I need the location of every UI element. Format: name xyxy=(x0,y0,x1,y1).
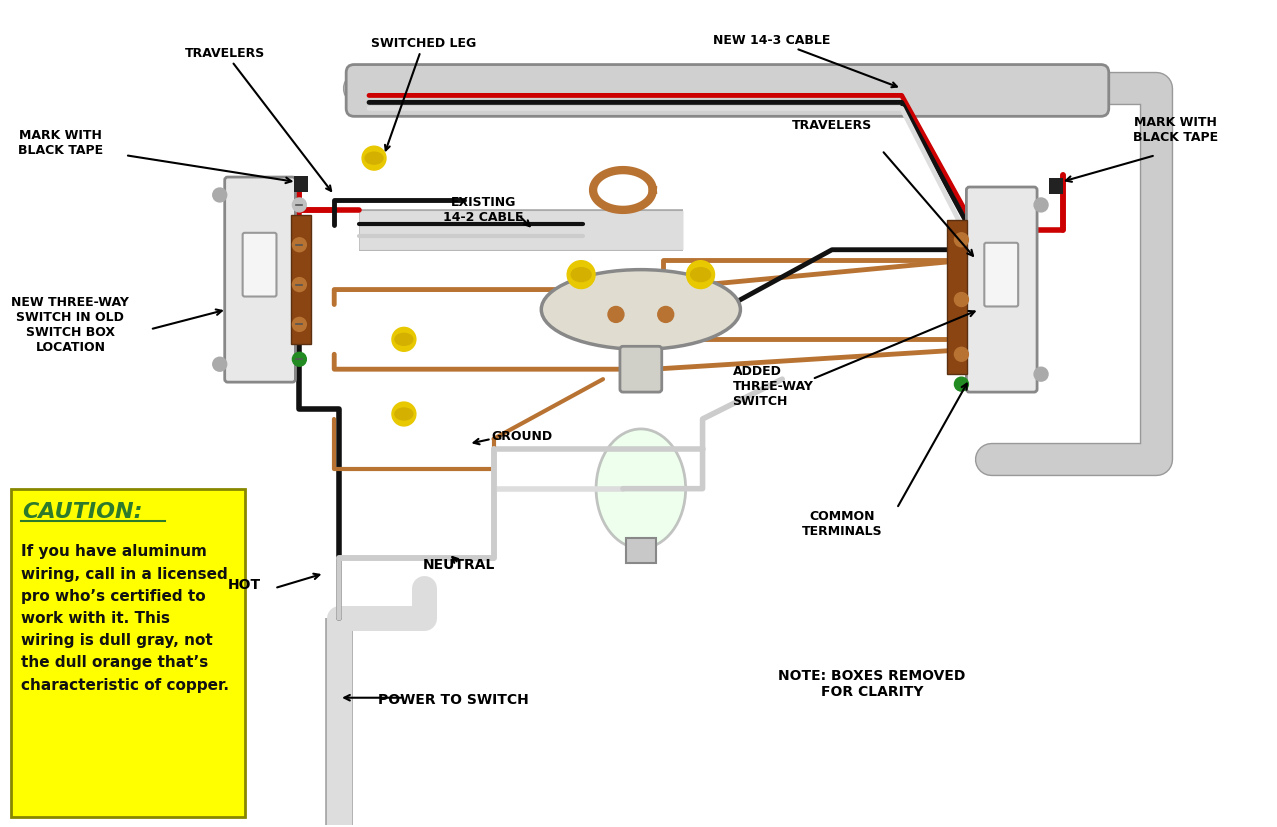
Circle shape xyxy=(292,238,306,252)
Bar xyxy=(626,538,656,564)
Wedge shape xyxy=(567,261,595,289)
Wedge shape xyxy=(392,403,416,427)
Text: MARK WITH
BLACK TAPE: MARK WITH BLACK TAPE xyxy=(1133,116,1218,144)
Ellipse shape xyxy=(365,153,383,165)
Wedge shape xyxy=(687,261,715,289)
Bar xyxy=(295,177,308,193)
Bar xyxy=(1048,179,1062,194)
Circle shape xyxy=(1034,198,1048,213)
FancyBboxPatch shape xyxy=(346,65,1108,117)
Ellipse shape xyxy=(395,409,412,420)
Ellipse shape xyxy=(691,268,710,282)
FancyBboxPatch shape xyxy=(619,347,661,393)
FancyBboxPatch shape xyxy=(243,233,277,297)
Circle shape xyxy=(608,307,624,323)
Ellipse shape xyxy=(395,334,412,346)
Text: NEW THREE-WAY
SWITCH IN OLD
SWITCH BOX
LOCATION: NEW THREE-WAY SWITCH IN OLD SWITCH BOX L… xyxy=(11,295,129,353)
Circle shape xyxy=(213,358,227,372)
Circle shape xyxy=(954,378,968,392)
Text: SWITCHED LEG: SWITCHED LEG xyxy=(372,36,476,151)
Circle shape xyxy=(658,307,674,323)
Text: HOT: HOT xyxy=(229,577,262,591)
Text: GROUND: GROUND xyxy=(492,429,553,442)
Circle shape xyxy=(292,278,306,292)
Text: NEW 14-3 CABLE: NEW 14-3 CABLE xyxy=(713,34,896,88)
Text: TRAVELERS: TRAVELERS xyxy=(792,119,872,132)
Ellipse shape xyxy=(541,270,741,350)
Circle shape xyxy=(292,318,306,332)
FancyBboxPatch shape xyxy=(225,178,295,383)
Circle shape xyxy=(954,294,968,307)
FancyBboxPatch shape xyxy=(10,489,245,817)
Bar xyxy=(948,221,968,375)
Circle shape xyxy=(292,198,306,213)
Circle shape xyxy=(1034,368,1048,382)
Circle shape xyxy=(213,189,227,203)
Circle shape xyxy=(954,348,968,361)
Text: CAUTION:: CAUTION: xyxy=(23,501,143,521)
Text: ADDED
THREE-WAY
SWITCH: ADDED THREE-WAY SWITCH xyxy=(733,365,813,408)
Text: NEUTRAL: NEUTRAL xyxy=(423,557,495,571)
Text: TRAVELERS: TRAVELERS xyxy=(185,46,331,192)
Wedge shape xyxy=(392,328,416,351)
FancyBboxPatch shape xyxy=(985,243,1018,307)
Text: COMMON
TERMINALS: COMMON TERMINALS xyxy=(802,509,882,537)
Text: POWER TO SWITCH: POWER TO SWITCH xyxy=(378,692,529,706)
Bar xyxy=(291,216,312,345)
Ellipse shape xyxy=(596,429,686,549)
Text: EXISTING
14-2 CABLE: EXISTING 14-2 CABLE xyxy=(443,196,524,224)
FancyBboxPatch shape xyxy=(967,188,1037,393)
Circle shape xyxy=(954,233,968,247)
Ellipse shape xyxy=(571,268,591,282)
Wedge shape xyxy=(363,147,386,171)
Text: MARK WITH
BLACK TAPE: MARK WITH BLACK TAPE xyxy=(18,129,103,157)
Text: NOTE: BOXES REMOVED
FOR CLARITY: NOTE: BOXES REMOVED FOR CLARITY xyxy=(778,668,965,698)
Text: If you have aluminum
wiring, call in a licensed
pro who’s certified to
work with: If you have aluminum wiring, call in a l… xyxy=(20,544,229,691)
Circle shape xyxy=(292,353,306,366)
